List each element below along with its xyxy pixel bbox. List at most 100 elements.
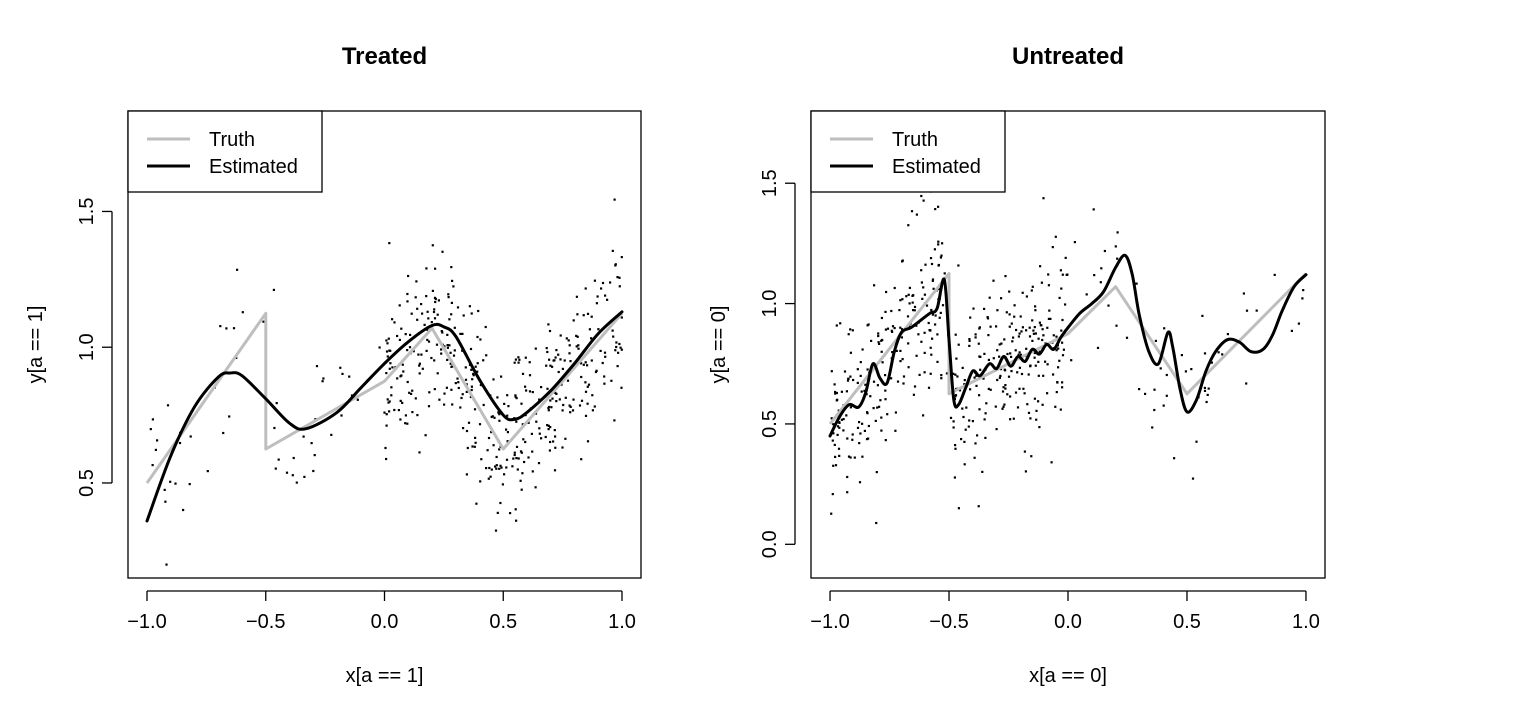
scatter-point xyxy=(406,292,409,296)
scatter-point xyxy=(1028,326,1031,329)
scatter-point xyxy=(861,348,864,351)
scatter-point xyxy=(272,288,275,291)
scatter-point xyxy=(876,384,879,387)
scatter-point xyxy=(505,428,508,431)
scatter-point xyxy=(1184,370,1187,373)
scatter-point xyxy=(1046,363,1049,366)
scatter-point xyxy=(464,366,467,369)
scatter-point xyxy=(461,332,464,335)
scatter-point xyxy=(563,359,566,362)
scatter-point xyxy=(330,433,333,436)
scatter-point xyxy=(1025,295,1028,298)
scatter-point xyxy=(450,266,453,269)
scatter-point xyxy=(1034,364,1037,367)
scatter-point xyxy=(399,399,402,402)
scatter-point xyxy=(477,309,480,313)
scatter-point xyxy=(474,365,477,368)
scatter-point xyxy=(1297,322,1300,325)
scatter-point xyxy=(465,390,468,393)
scatter-point xyxy=(912,294,915,297)
scatter-point xyxy=(615,341,618,344)
scatter-point xyxy=(1061,341,1064,344)
scatter-point xyxy=(1055,335,1058,338)
scatter-point xyxy=(884,328,887,331)
scatter-point xyxy=(398,338,401,341)
scatter-point xyxy=(832,464,835,467)
scatter-point xyxy=(586,402,589,405)
scatter-point xyxy=(1013,304,1016,307)
scatter-point xyxy=(1159,367,1162,370)
scatter-point xyxy=(1019,353,1023,356)
scatter-point xyxy=(1201,314,1204,317)
scatter-point xyxy=(1165,373,1168,377)
scatter-point xyxy=(899,326,902,329)
x-tick-label: −1.0 xyxy=(127,611,166,633)
scatter-point xyxy=(417,353,420,356)
scatter-point xyxy=(955,357,958,360)
scatter-point xyxy=(434,300,437,304)
scatter-point xyxy=(954,447,957,450)
scatter-point xyxy=(1017,353,1020,356)
scatter-point xyxy=(858,442,861,445)
scatter-point xyxy=(867,437,870,440)
scatter-point xyxy=(436,372,439,375)
scatter-point xyxy=(915,213,918,216)
scatter-point xyxy=(954,333,957,336)
scatter-point xyxy=(406,380,409,384)
scatter-point xyxy=(1004,369,1007,372)
scatter-point xyxy=(1041,328,1044,331)
scatter-point xyxy=(832,432,835,435)
scatter-point xyxy=(601,361,604,365)
scatter-point xyxy=(453,326,456,329)
scatter-point xyxy=(938,316,941,319)
scatter-point xyxy=(842,429,845,432)
scatter-point xyxy=(575,334,578,337)
scatter-point xyxy=(907,293,910,296)
scatter-point xyxy=(426,310,429,313)
scatter-point xyxy=(1059,269,1062,272)
scatter-point xyxy=(620,256,623,259)
scatter-point xyxy=(1004,384,1007,387)
scatter-point xyxy=(164,500,167,503)
scatter-point xyxy=(1092,208,1095,211)
scatter-point xyxy=(1057,347,1060,350)
scatter-point xyxy=(836,425,840,428)
scatter-point xyxy=(1031,319,1034,322)
scatter-point xyxy=(534,347,537,350)
scatter-point xyxy=(385,413,388,416)
scatter-point xyxy=(874,419,877,422)
scatter-point xyxy=(956,375,959,378)
chart-title: Treated xyxy=(342,43,427,70)
scatter-point xyxy=(388,410,391,413)
scatter-point xyxy=(992,357,995,360)
scatter-point xyxy=(1020,330,1023,333)
scatter-point xyxy=(965,406,968,409)
scatter-point xyxy=(503,473,506,476)
scatter-point xyxy=(925,304,929,307)
scatter-point xyxy=(834,392,837,395)
scatter-point xyxy=(1029,364,1032,367)
scatter-point xyxy=(514,394,517,397)
scatter-point xyxy=(495,455,498,459)
scatter-point xyxy=(472,374,475,377)
scatter-point xyxy=(835,391,838,395)
scatter-point xyxy=(468,305,471,308)
scatter-point xyxy=(979,368,982,371)
scatter-point xyxy=(846,379,850,382)
scatter-point xyxy=(999,374,1002,377)
scatter-point xyxy=(929,257,933,260)
scatter-point xyxy=(1004,275,1007,278)
scatter-point xyxy=(899,299,902,302)
scatter-point xyxy=(998,343,1001,346)
scatter-point xyxy=(898,309,901,312)
scatter-point xyxy=(473,445,476,448)
scatter-point xyxy=(513,361,516,364)
scatter-point xyxy=(1004,387,1007,390)
scatter-point xyxy=(989,388,992,391)
scatter-point xyxy=(1017,335,1020,338)
scatter-point xyxy=(1032,329,1035,332)
scatter-point xyxy=(485,354,488,357)
scatter-point xyxy=(1041,338,1044,342)
scatter-point xyxy=(856,426,860,429)
scatter-point xyxy=(833,443,836,446)
